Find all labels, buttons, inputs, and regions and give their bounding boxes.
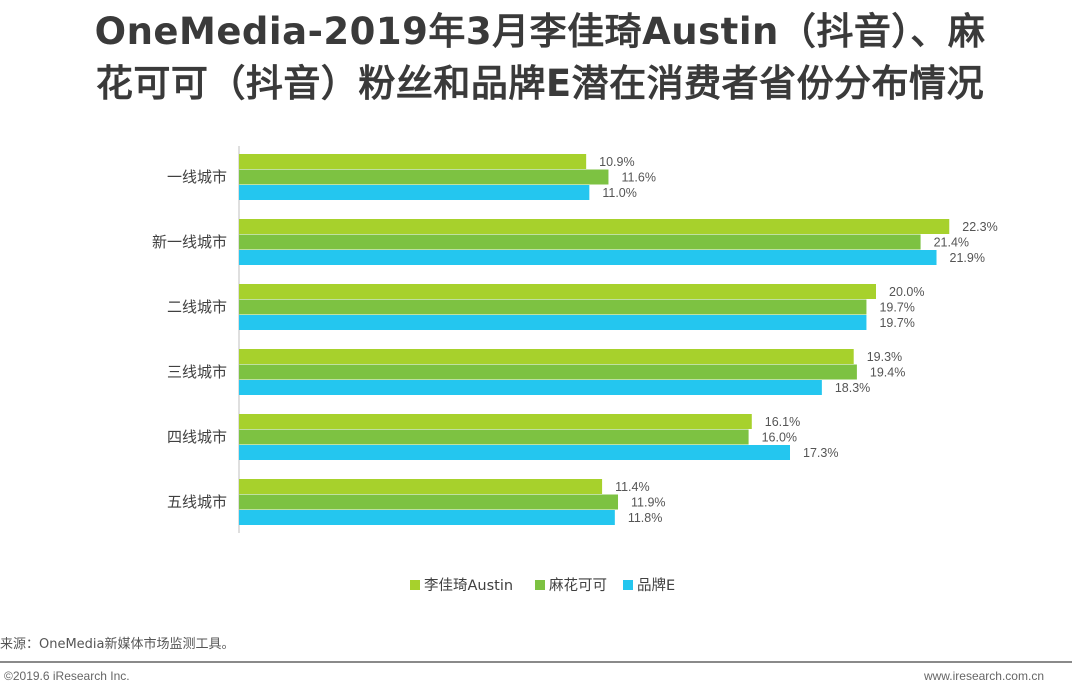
data-label: 10.9%	[599, 155, 634, 169]
bar	[239, 510, 615, 525]
category-label: 新一线城市	[152, 233, 227, 251]
data-label: 21.4%	[934, 236, 969, 250]
bar	[239, 234, 921, 250]
category-label: 一线城市	[167, 168, 227, 186]
bar	[239, 185, 590, 200]
chart-title-line-2: 花可可（抖音）粉丝和品牌E潜在消费者省份分布情况	[95, 62, 985, 105]
footer-divider	[0, 661, 1072, 663]
data-label: 19.3%	[867, 350, 902, 364]
bar	[239, 299, 867, 315]
bar	[239, 380, 822, 395]
bar	[239, 154, 587, 169]
data-label: 18.3%	[835, 381, 870, 395]
bar	[239, 219, 950, 234]
chart-title-line-1: OneMedia-2019年3月李佳琦Austin（抖音）、麻	[94, 10, 986, 53]
bar	[239, 250, 937, 265]
data-label: 17.3%	[803, 446, 838, 460]
bar	[239, 315, 867, 330]
data-label: 20.0%	[889, 285, 924, 299]
legend-swatch	[623, 580, 633, 590]
source-note: 来源：OneMedia新媒体市场监测工具。	[0, 637, 235, 652]
data-label: 19.7%	[879, 316, 914, 330]
chart-title: OneMedia-2019年3月李佳琦Austin（抖音）、麻 花可可（抖音）粉…	[0, 6, 1080, 110]
data-label: 19.7%	[879, 301, 914, 315]
bar	[239, 349, 854, 364]
data-label: 11.6%	[621, 171, 656, 185]
data-label: 11.0%	[602, 186, 637, 200]
legend-label: 麻花可可	[549, 577, 607, 594]
website-link: www.iresearch.com.cn	[923, 669, 1044, 683]
category-label: 四线城市	[167, 428, 227, 446]
data-label: 11.4%	[615, 480, 650, 494]
legend-label: 品牌E	[637, 577, 675, 594]
data-label: 16.0%	[762, 431, 797, 445]
bar	[239, 445, 791, 460]
category-label: 三线城市	[167, 363, 227, 381]
data-label: 16.1%	[765, 415, 800, 429]
bar	[239, 494, 619, 510]
category-label: 五线城市	[167, 493, 227, 511]
bar	[239, 364, 857, 380]
legend-swatch	[410, 580, 420, 590]
legend-label: 李佳琦Austin	[424, 577, 513, 594]
data-label: 22.3%	[962, 220, 997, 234]
bar	[239, 414, 752, 429]
bar	[239, 284, 876, 299]
bar	[239, 169, 609, 185]
legend-swatch	[535, 580, 545, 590]
data-label: 21.9%	[950, 251, 985, 265]
copyright-text: ©2019.6 iResearch Inc.	[4, 669, 130, 683]
bar	[239, 479, 603, 494]
data-label: 11.8%	[628, 511, 663, 525]
data-label: 19.4%	[870, 366, 905, 380]
category-label: 二线城市	[167, 298, 227, 316]
bar	[239, 429, 749, 445]
data-label: 11.9%	[631, 496, 666, 510]
